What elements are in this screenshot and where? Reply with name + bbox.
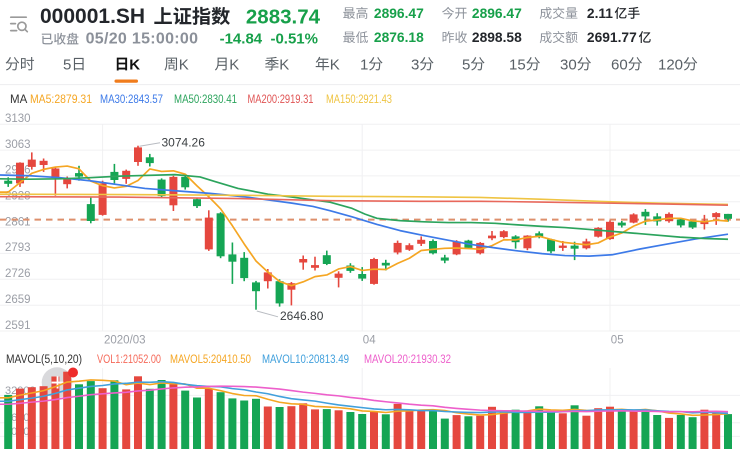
svg-text:2591: 2591 xyxy=(5,320,31,332)
svg-text:K: K xyxy=(179,56,189,73)
svg-text:3: 3 xyxy=(411,56,419,73)
svg-text:MAVOL(5,10,20): MAVOL(5,10,20) xyxy=(6,354,82,366)
svg-text:2898.58: 2898.58 xyxy=(472,30,522,45)
svg-text:04: 04 xyxy=(363,335,376,347)
svg-text:60: 60 xyxy=(611,56,628,73)
svg-text:K: K xyxy=(330,56,340,73)
svg-text:2726: 2726 xyxy=(5,268,31,280)
svg-text:MA5:2879.31: MA5:2879.31 xyxy=(30,94,92,106)
svg-text:K: K xyxy=(229,56,239,73)
svg-text:MA30:2843.57: MA30:2843.57 xyxy=(100,94,163,106)
svg-text:05/20 15:00:00: 05/20 15:00:00 xyxy=(86,31,199,48)
svg-text:5: 5 xyxy=(462,56,470,73)
svg-text:1: 1 xyxy=(360,56,368,73)
svg-text:3074.26: 3074.26 xyxy=(162,136,206,150)
svg-text:K: K xyxy=(129,56,140,73)
svg-text:2876.18: 2876.18 xyxy=(374,30,424,45)
svg-text:MA50:2830.41: MA50:2830.41 xyxy=(174,94,237,106)
svg-text:-14.84 -0.51%: -14.84 -0.51% xyxy=(220,31,318,48)
svg-text:05: 05 xyxy=(611,335,624,347)
svg-text:MA: MA xyxy=(10,94,28,106)
svg-text:2659: 2659 xyxy=(5,294,31,306)
svg-text:2861: 2861 xyxy=(5,216,31,228)
svg-text:MA150:2921.43: MA150:2921.43 xyxy=(326,94,392,106)
svg-text:2896.47: 2896.47 xyxy=(472,6,522,21)
svg-text:K: K xyxy=(279,56,289,73)
svg-text:3063: 3063 xyxy=(5,139,31,151)
svg-text:30: 30 xyxy=(560,56,577,73)
svg-text:2883.74: 2883.74 xyxy=(246,5,321,28)
svg-text:MAVOL10:20813.49: MAVOL10:20813.49 xyxy=(262,354,349,366)
svg-text:MAVOL5:20410.50: MAVOL5:20410.50 xyxy=(170,354,251,366)
svg-text:2646.80: 2646.80 xyxy=(280,309,324,323)
svg-text:VOL1:21052.00: VOL1:21052.00 xyxy=(97,354,161,366)
svg-text:2.11: 2.11 xyxy=(587,6,613,21)
svg-text:MAVOL20:21930.32: MAVOL20:21930.32 xyxy=(364,354,451,366)
svg-text:2896.47: 2896.47 xyxy=(374,6,424,21)
svg-text:2793: 2793 xyxy=(5,242,31,254)
svg-text:2691.77: 2691.77 xyxy=(587,30,637,45)
svg-text:MA200:2919.31: MA200:2919.31 xyxy=(248,94,314,106)
svg-text:2020/03: 2020/03 xyxy=(104,335,146,347)
svg-text:120: 120 xyxy=(658,56,683,73)
svg-text:3130: 3130 xyxy=(5,113,31,125)
svg-text:15: 15 xyxy=(509,56,526,73)
svg-text:000001.SH: 000001.SH xyxy=(40,5,145,28)
svg-text:5: 5 xyxy=(63,56,71,73)
